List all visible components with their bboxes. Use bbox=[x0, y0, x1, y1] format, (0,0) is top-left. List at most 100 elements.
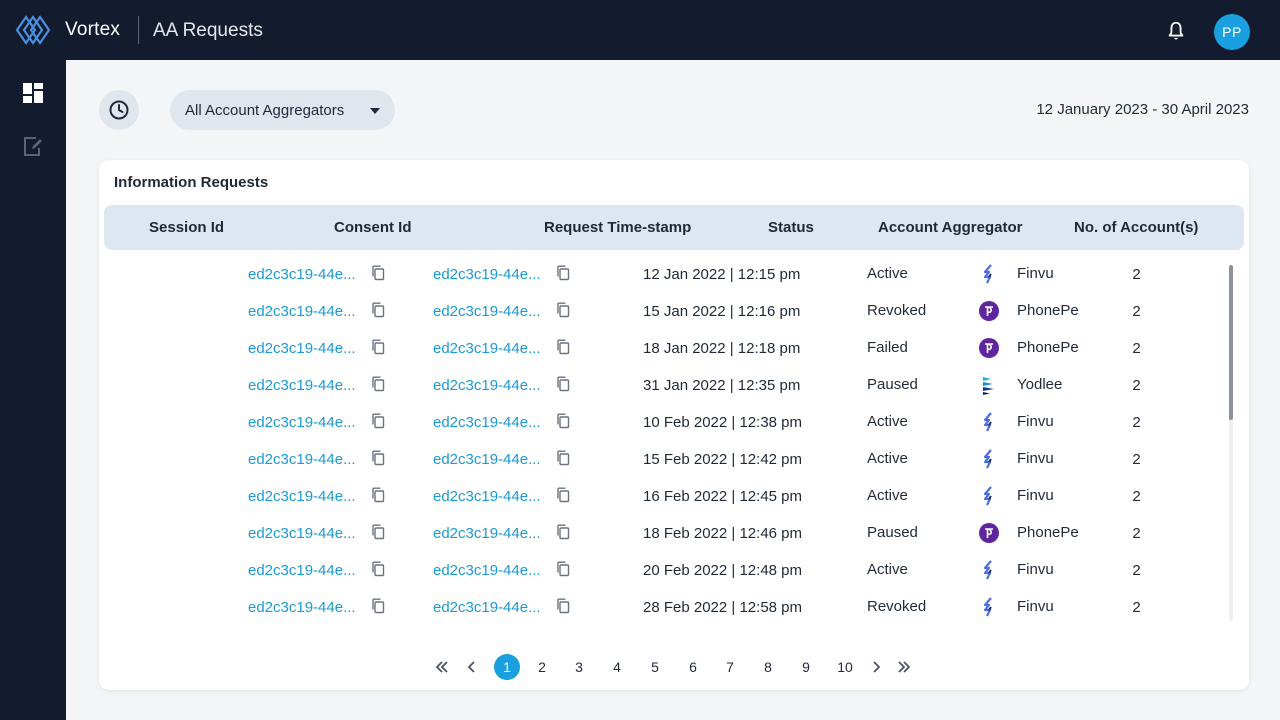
finvu-logo-icon bbox=[978, 559, 1000, 581]
copy-icon[interactable] bbox=[371, 376, 385, 392]
copy-icon[interactable] bbox=[556, 450, 570, 466]
page-5-button[interactable]: 5 bbox=[651, 659, 659, 675]
table-row[interactable]: ed2c3c19-44e... ed2c3c19-44e... 10 Feb 202… bbox=[99, 404, 1229, 441]
copy-icon[interactable] bbox=[556, 413, 570, 429]
table-row[interactable]: ed2c3c19-44e... ed2c3c19-44e... 18 Jan 202… bbox=[99, 330, 1229, 367]
copy-icon[interactable] bbox=[556, 265, 570, 281]
status-text: Paused bbox=[867, 524, 918, 541]
page-1-button[interactable]: 1 bbox=[494, 654, 520, 680]
dashboard-icon[interactable] bbox=[22, 82, 44, 104]
table-row[interactable]: ed2c3c19-44e... ed2c3c19-44e... 12 Jan 202… bbox=[99, 256, 1229, 293]
copy-icon[interactable] bbox=[371, 302, 385, 318]
user-avatar[interactable]: PP bbox=[1214, 14, 1250, 50]
edit-document-icon[interactable] bbox=[22, 135, 44, 157]
col-session-id: Session Id bbox=[149, 219, 225, 236]
status-text: Revoked bbox=[867, 302, 927, 319]
title-divider bbox=[138, 16, 139, 44]
page-2-button[interactable]: 2 bbox=[538, 659, 546, 675]
account-count: 2 bbox=[1132, 525, 1141, 542]
page-8-button[interactable]: 8 bbox=[764, 659, 772, 675]
finvu-logo-icon bbox=[978, 485, 1000, 507]
page-6-button[interactable]: 6 bbox=[689, 659, 697, 675]
history-button[interactable] bbox=[99, 90, 139, 130]
page-9-button[interactable]: 9 bbox=[802, 659, 810, 675]
scrollbar-track[interactable] bbox=[1229, 265, 1233, 621]
table-body: ed2c3c19-44e... ed2c3c19-44e... 12 Jan 202… bbox=[99, 256, 1229, 622]
session-id-link[interactable]: ed2c3c19-44e... bbox=[248, 377, 356, 394]
finvu-logo-icon bbox=[978, 411, 1000, 433]
table-row[interactable]: ed2c3c19-44e... ed2c3c19-44e... 18 Feb 202… bbox=[99, 515, 1229, 552]
sidebar bbox=[0, 60, 66, 720]
consent-id-link[interactable]: ed2c3c19-44e... bbox=[433, 599, 541, 616]
page-10-button[interactable]: 10 bbox=[837, 659, 853, 675]
table-row[interactable]: ed2c3c19-44e... ed2c3c19-44e... 15 Feb 202… bbox=[99, 441, 1229, 478]
aggregator-name: Yodlee bbox=[1017, 376, 1063, 393]
copy-icon[interactable] bbox=[556, 487, 570, 503]
copy-icon[interactable] bbox=[371, 339, 385, 355]
copy-icon[interactable] bbox=[556, 524, 570, 540]
consent-id-link[interactable]: ed2c3c19-44e... bbox=[433, 525, 541, 542]
consent-id-link[interactable]: ed2c3c19-44e... bbox=[433, 266, 541, 283]
session-id-link[interactable]: ed2c3c19-44e... bbox=[248, 266, 356, 283]
copy-icon[interactable] bbox=[371, 524, 385, 540]
account-count: 2 bbox=[1132, 599, 1141, 616]
consent-id-link[interactable]: ed2c3c19-44e... bbox=[433, 451, 541, 468]
consent-id-link[interactable]: ed2c3c19-44e... bbox=[433, 377, 541, 394]
account-count: 2 bbox=[1132, 340, 1141, 357]
table-row[interactable]: ed2c3c19-44e... ed2c3c19-44e... 20 Feb 202… bbox=[99, 552, 1229, 589]
copy-icon[interactable] bbox=[556, 561, 570, 577]
copy-icon[interactable] bbox=[556, 598, 570, 614]
copy-icon[interactable] bbox=[556, 302, 570, 318]
consent-id-link[interactable]: ed2c3c19-44e... bbox=[433, 303, 541, 320]
last-page-icon[interactable] bbox=[896, 659, 912, 675]
request-timestamp: 16 Feb 2022 | 12:45 pm bbox=[643, 488, 803, 505]
session-id-link[interactable]: ed2c3c19-44e... bbox=[248, 303, 356, 320]
copy-icon[interactable] bbox=[371, 413, 385, 429]
session-id-link[interactable]: ed2c3c19-44e... bbox=[248, 488, 356, 505]
copy-icon[interactable] bbox=[371, 487, 385, 503]
session-id-link[interactable]: ed2c3c19-44e... bbox=[248, 562, 356, 579]
page-3-button[interactable]: 3 bbox=[575, 659, 583, 675]
table-row[interactable]: ed2c3c19-44e... ed2c3c19-44e... 31 Jan 202… bbox=[99, 367, 1229, 404]
bell-icon[interactable] bbox=[1165, 20, 1187, 42]
page-7-button[interactable]: 7 bbox=[726, 659, 734, 675]
copy-icon[interactable] bbox=[556, 376, 570, 392]
first-page-icon[interactable] bbox=[434, 659, 450, 675]
consent-id-link[interactable]: ed2c3c19-44e... bbox=[433, 340, 541, 357]
page-4-button[interactable]: 4 bbox=[613, 659, 621, 675]
table-row[interactable]: ed2c3c19-44e... ed2c3c19-44e... 28 Feb 202… bbox=[99, 589, 1229, 622]
session-id-link[interactable]: ed2c3c19-44e... bbox=[248, 525, 356, 542]
session-id-link[interactable]: ed2c3c19-44e... bbox=[248, 451, 356, 468]
copy-icon[interactable] bbox=[371, 561, 385, 577]
col-no-of-accounts: No. of Account(s) bbox=[1074, 219, 1199, 236]
consent-id-link[interactable]: ed2c3c19-44e... bbox=[433, 562, 541, 579]
aggregator-select[interactable]: All Account Aggregators bbox=[170, 90, 395, 130]
next-page-icon[interactable] bbox=[868, 659, 884, 675]
status-text: Revoked bbox=[867, 598, 927, 615]
table-row[interactable]: ed2c3c19-44e... ed2c3c19-44e... 15 Jan 202… bbox=[99, 293, 1229, 330]
aggregator-name: Finvu bbox=[1017, 561, 1054, 578]
consent-id-link[interactable]: ed2c3c19-44e... bbox=[433, 488, 541, 505]
session-id-link[interactable]: ed2c3c19-44e... bbox=[248, 340, 356, 357]
copy-icon[interactable] bbox=[371, 450, 385, 466]
request-timestamp: 10 Feb 2022 | 12:38 pm bbox=[643, 414, 803, 431]
finvu-logo-icon bbox=[978, 263, 1000, 285]
copy-icon[interactable] bbox=[371, 265, 385, 281]
table-row[interactable]: ed2c3c19-44e... ed2c3c19-44e... 16 Feb 202… bbox=[99, 478, 1229, 515]
account-count: 2 bbox=[1132, 451, 1141, 468]
session-id-link[interactable]: ed2c3c19-44e... bbox=[248, 599, 356, 616]
request-timestamp: 18 Jan 2022 | 12:18 pm bbox=[643, 340, 801, 357]
request-timestamp: 15 Jan 2022 | 12:16 pm bbox=[643, 303, 801, 320]
session-id-link[interactable]: ed2c3c19-44e... bbox=[248, 414, 356, 431]
account-count: 2 bbox=[1132, 414, 1141, 431]
date-range[interactable]: 12 January 2023 - 30 April 2023 bbox=[1036, 101, 1249, 118]
vortex-logo-icon[interactable] bbox=[15, 13, 51, 47]
copy-icon[interactable] bbox=[556, 339, 570, 355]
account-count: 2 bbox=[1132, 562, 1141, 579]
copy-icon[interactable] bbox=[371, 598, 385, 614]
scrollbar-thumb[interactable] bbox=[1229, 265, 1233, 420]
consent-id-link[interactable]: ed2c3c19-44e... bbox=[433, 414, 541, 431]
prev-page-icon[interactable] bbox=[464, 659, 480, 675]
status-text: Active bbox=[867, 487, 908, 504]
yodlee-logo-icon bbox=[978, 374, 1000, 396]
